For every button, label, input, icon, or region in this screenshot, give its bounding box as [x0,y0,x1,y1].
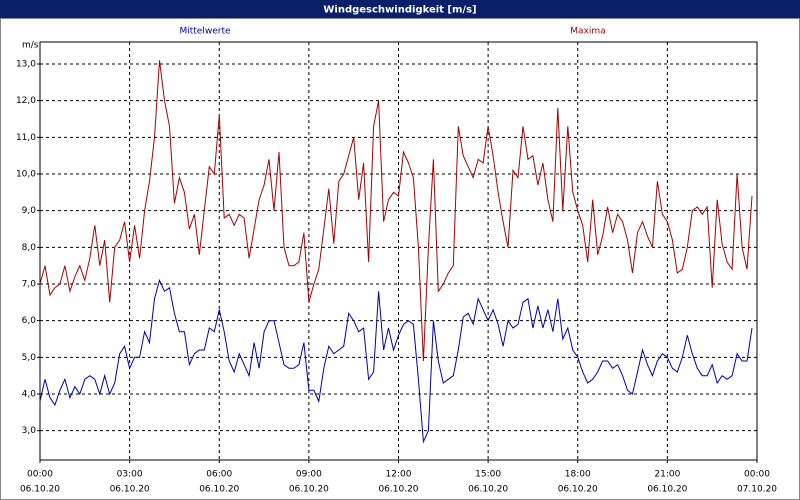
y-tick-label: 6,0 [22,316,37,326]
x-tick-label: 03:00 [117,470,143,480]
y-tick-label: 13,0 [16,60,36,70]
x-tick-label: 00:00 [744,470,770,480]
y-tick-label: 9,0 [22,206,37,216]
y-tick-label: 12,0 [16,96,36,106]
legend-entry: Mittelwerte [179,27,230,37]
x-tick-date: 06.10.20 [378,485,418,495]
x-tick-date: 06.10.20 [647,485,687,495]
x-tick-label: 09:00 [296,470,322,480]
x-tick-label: 21:00 [654,470,680,480]
y-tick-label: 10,0 [16,170,36,180]
legend-entry: Maxima [570,27,605,37]
y-tick-label: 7,0 [22,280,37,290]
x-tick-date: 06.10.20 [199,485,239,495]
chart-title: Windgeschwindigkeit [m/s] [323,5,476,16]
x-tick-date: 06.10.20 [468,485,508,495]
x-tick-date: 06.10.20 [289,485,329,495]
x-tick-date: 06.10.20 [110,485,150,495]
x-tick-date: 06.10.20 [20,485,60,495]
x-tick-label: 12:00 [386,470,412,480]
series-line [39,60,753,362]
y-unit: m/s [22,41,39,51]
x-tick-label: 18:00 [565,470,591,480]
y-tick-label: 11,0 [16,133,36,143]
series-line [39,278,753,444]
y-tick-label: 8,0 [22,243,37,253]
x-tick-label: 00:00 [27,470,53,480]
x-tick-date: 07.10.20 [737,485,777,495]
y-tick-label: 5,0 [22,353,37,363]
y-tick-label: 3,0 [22,426,37,436]
title-bar [0,0,800,18]
x-tick-date: 06.10.20 [558,485,598,495]
y-tick-label: 4,0 [22,390,37,400]
x-tick-label: 15:00 [475,470,501,480]
x-tick-label: 06:00 [206,470,232,480]
